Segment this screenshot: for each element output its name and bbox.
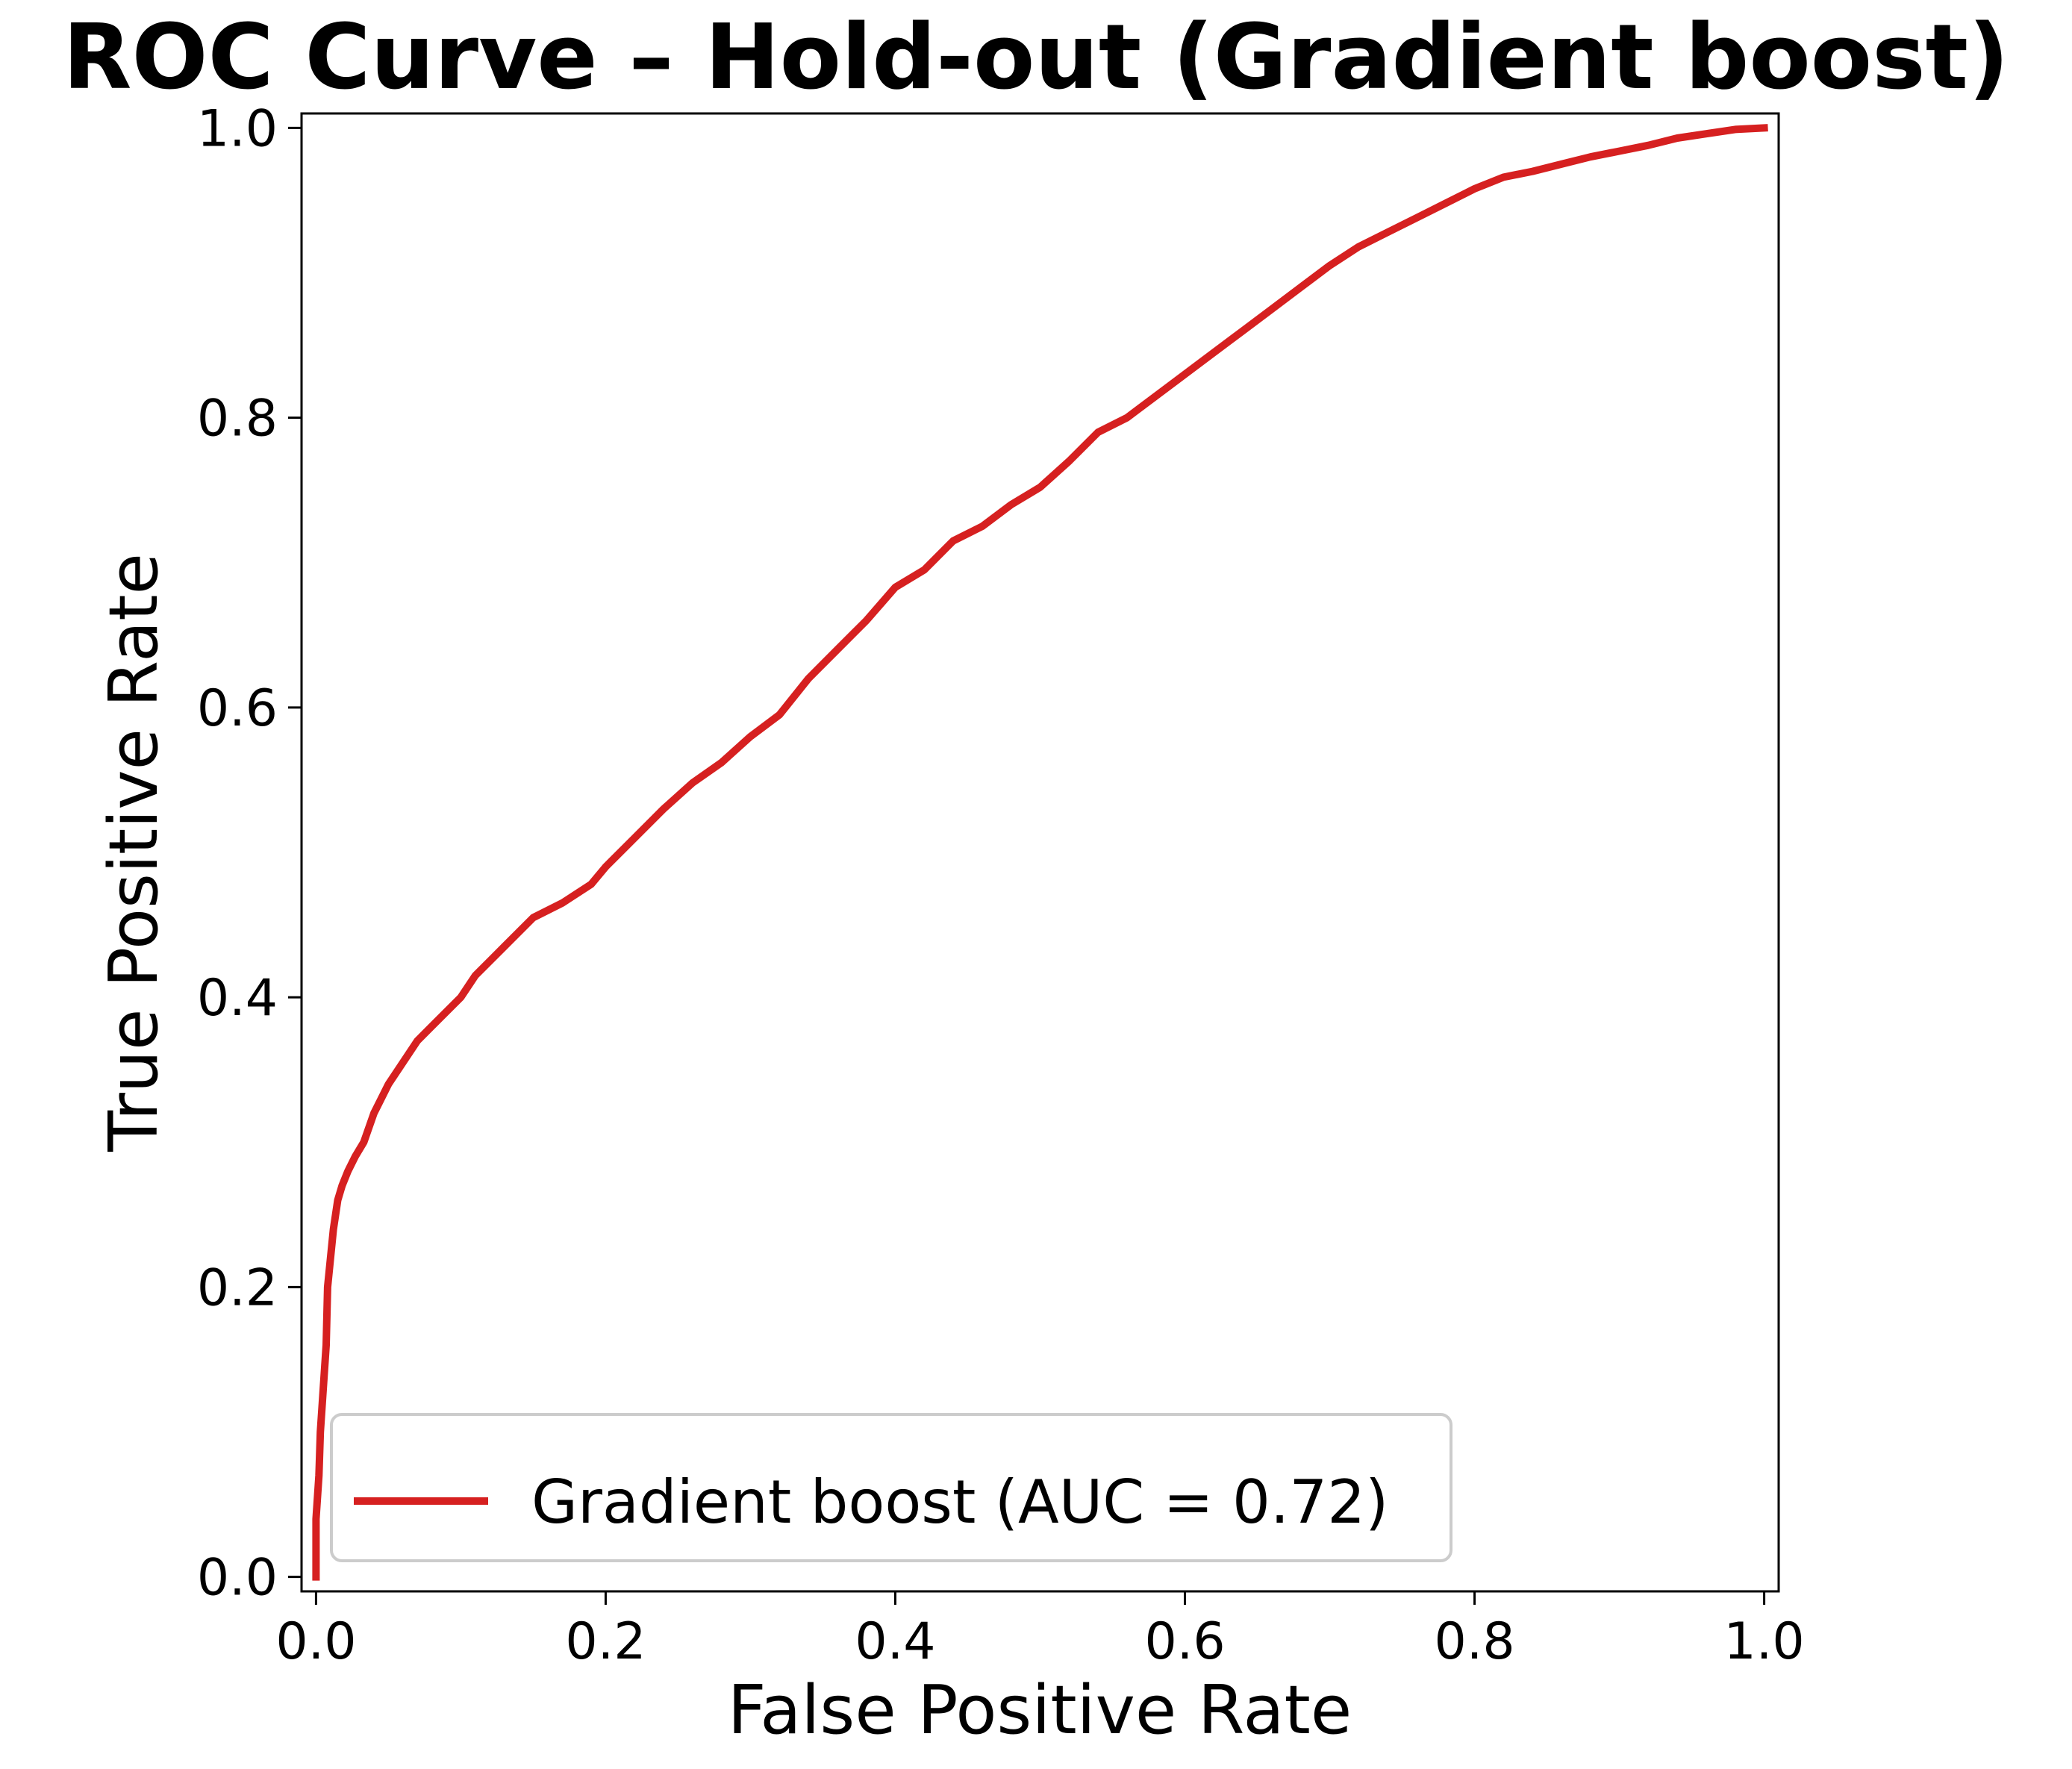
x-axis-label: False Positive Rate [728, 1671, 1352, 1750]
x-tick-label: 0.0 [275, 1612, 356, 1671]
x-tick-label: 0.6 [1144, 1612, 1225, 1671]
x-tick-label: 0.4 [855, 1612, 935, 1671]
roc-curve-line [312, 124, 1768, 1581]
chart-title: ROC Curve – Hold-out (Gradient boost) [63, 6, 2009, 110]
y-tick-label: 0.8 [197, 390, 278, 449]
y-axis-label: True Positive Rate [95, 553, 173, 1152]
y-tick-label: 0.0 [197, 1549, 278, 1608]
series-layer [312, 124, 1768, 1581]
legend-label: Gradient boost (AUC = 0.72) [531, 1467, 1388, 1537]
plot-frame [300, 112, 1780, 1593]
y-tick-label: 0.6 [197, 679, 278, 738]
x-tick-label: 0.8 [1434, 1612, 1514, 1671]
x-axis-ticks: 0.0 0.2 0.4 0.6 0.8 1.0 [275, 1591, 1805, 1671]
y-tick-label: 1.0 [197, 99, 278, 158]
legend: Gradient boost (AUC = 0.72) [330, 1413, 1452, 1562]
y-axis-ticks: 0.0 0.2 0.4 0.6 0.8 1.0 [197, 99, 302, 1608]
legend-box [330, 1413, 1452, 1562]
y-tick-label: 0.2 [197, 1258, 278, 1317]
y-tick-label: 0.4 [197, 969, 278, 1028]
x-tick-label: 1.0 [1724, 1612, 1805, 1671]
x-tick-label: 0.2 [565, 1612, 646, 1671]
